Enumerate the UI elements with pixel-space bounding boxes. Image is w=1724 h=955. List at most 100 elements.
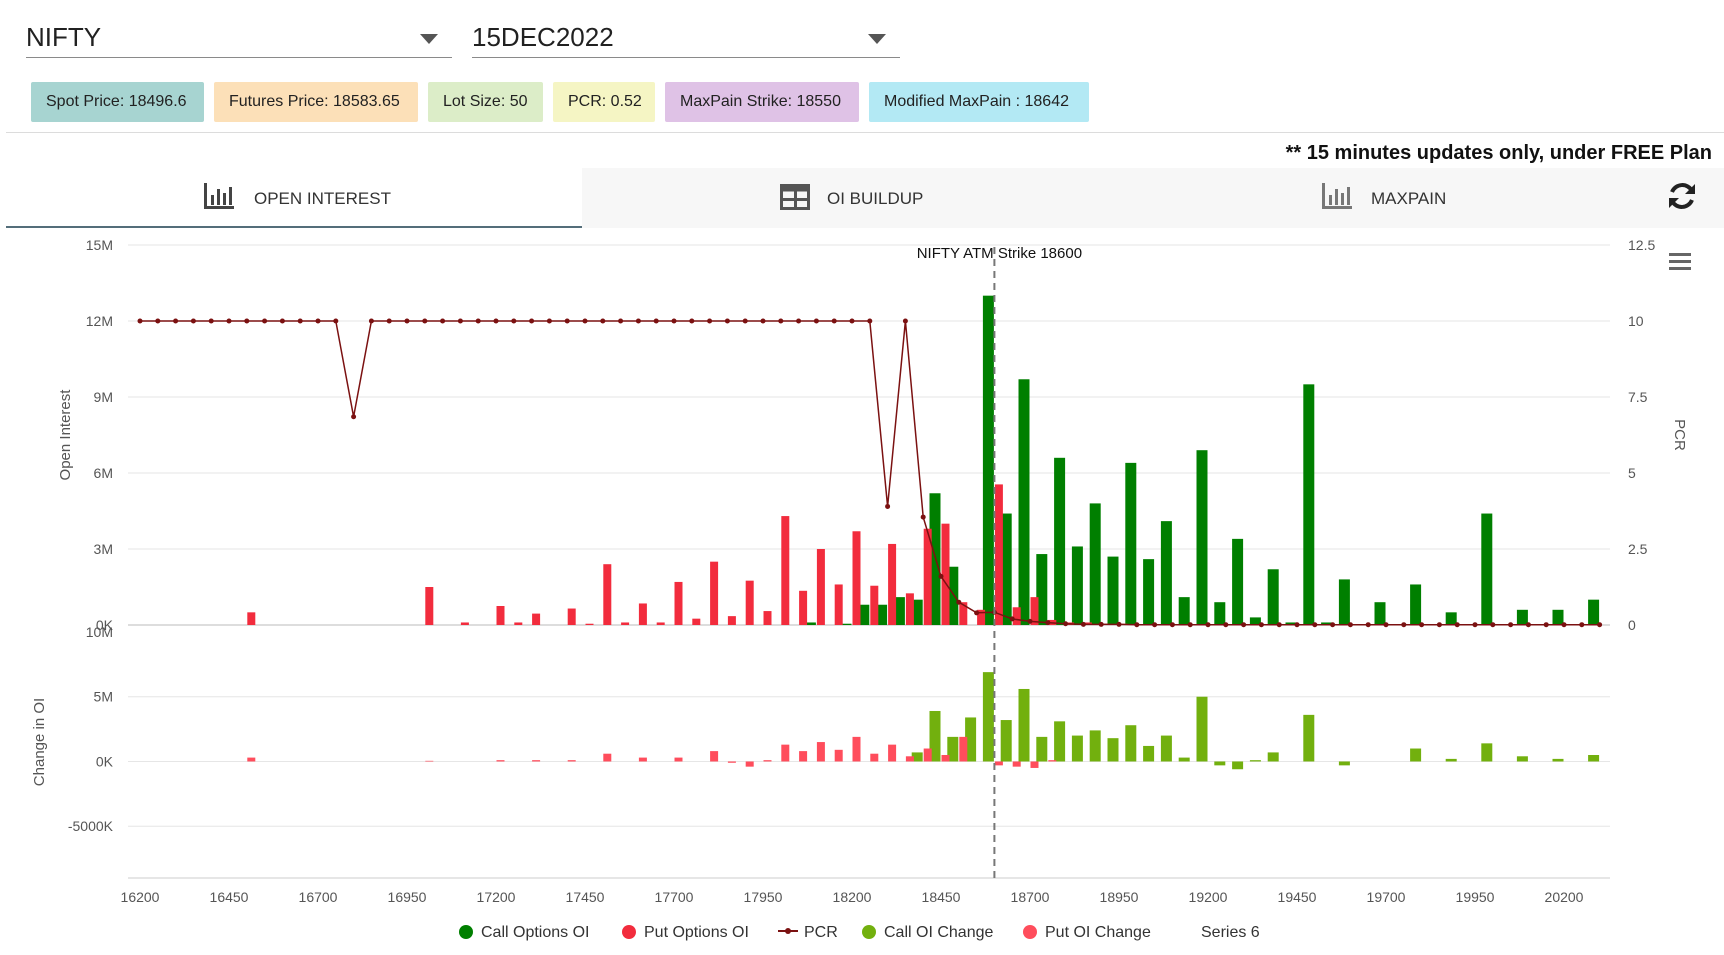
put-oi-change-bar	[888, 744, 897, 762]
pcr-point	[849, 318, 855, 324]
pcr-point	[351, 414, 357, 420]
expiry-select[interactable]: 15DEC2022	[472, 14, 900, 58]
put-oi-change-bar	[638, 757, 647, 762]
pcr-point	[1525, 622, 1531, 628]
legend-pcr[interactable]: PCR	[778, 924, 838, 942]
y2-tick-label: 12.5	[1628, 237, 1655, 253]
call-oi-change-bar	[1267, 752, 1279, 762]
pcr-point	[1294, 622, 1300, 628]
x-tick-label: 17450	[566, 889, 605, 905]
legend-series-6[interactable]: Series 6	[1201, 924, 1260, 942]
y-tick-label: 15M	[86, 237, 113, 253]
put-oi-bar	[585, 623, 594, 625]
put-oi-bar	[532, 613, 541, 625]
tab-open-interest[interactable]: OPEN INTEREST	[6, 168, 582, 228]
put-oi-bar	[638, 603, 647, 625]
pcr-point	[475, 318, 481, 324]
pcr-point	[1312, 622, 1318, 628]
pcr-point	[1045, 620, 1051, 626]
put-oi-bar	[816, 549, 825, 625]
put-oi-bar	[656, 622, 665, 625]
x-tick-label: 19450	[1278, 889, 1317, 905]
pcr-point	[529, 318, 535, 324]
pcr-point	[546, 318, 552, 324]
refresh-icon[interactable]	[1666, 180, 1698, 212]
pcr-point	[671, 318, 677, 324]
put-oi-change-bar	[905, 756, 914, 762]
pcr-point	[707, 318, 713, 324]
pcr-point	[422, 318, 428, 324]
call-oi-bar	[1267, 569, 1279, 625]
y-tick-label: 0K	[96, 753, 114, 769]
legend-call-oi-change[interactable]: Call OI Change	[862, 924, 993, 942]
call-oi-bar	[1089, 503, 1101, 625]
y2-tick-label: 5	[1628, 465, 1636, 481]
pcr-point	[1472, 622, 1478, 628]
y-tick-label: 0K	[96, 617, 114, 633]
put-oi-bar	[247, 612, 256, 625]
pcr-point	[262, 318, 268, 324]
call-oi-change-bar	[929, 710, 941, 762]
x-tick-label: 17200	[477, 889, 516, 905]
call-oi-bar	[840, 623, 852, 625]
legend-label: Call OI Change	[884, 924, 994, 941]
call-oi-change-bar	[1410, 748, 1422, 762]
call-oi-bar	[876, 604, 888, 625]
pcr-point	[920, 514, 926, 520]
pcr-point	[1187, 622, 1193, 628]
call-oi-change-bar	[1214, 761, 1226, 766]
call-oi-bar	[1143, 559, 1155, 625]
bar-chart-icon	[204, 183, 234, 209]
call-oi-bar	[911, 599, 923, 625]
y-tick-label: 10M	[86, 624, 113, 640]
tab-oi-buildup[interactable]: OI BUILDUP	[582, 168, 1154, 228]
modified-maxpain-badge: Modified MaxPain : 18642	[869, 82, 1089, 122]
call-oi-bar	[1249, 617, 1261, 625]
pcr-point	[1063, 621, 1069, 627]
y-tick-label: -5000K	[68, 818, 114, 834]
pcr-point	[493, 318, 499, 324]
legend-marker	[862, 925, 876, 939]
call-oi-bar	[1303, 384, 1315, 625]
call-oi-change-bar	[1232, 761, 1244, 770]
call-oi-bar	[1125, 462, 1137, 625]
pcr-point	[1490, 622, 1496, 628]
legend-put-oi[interactable]: Put Options OI	[622, 924, 749, 942]
call-oi-bar	[1160, 521, 1172, 625]
call-oi-bar	[1374, 602, 1386, 625]
legend-put-oi-change[interactable]: Put OI Change	[1023, 924, 1151, 942]
legend-call-oi[interactable]: Call Options OI	[459, 924, 589, 942]
pcr-point	[956, 599, 962, 605]
put-oi-bar	[460, 622, 469, 625]
call-oi-bar	[1516, 609, 1528, 625]
legend-marker	[778, 928, 798, 934]
put-oi-change-bar	[247, 757, 256, 762]
pcr-point	[760, 318, 766, 324]
call-oi-bar	[1107, 556, 1119, 625]
put-oi-change-bar	[959, 736, 968, 762]
x-tick-label: 16200	[121, 889, 160, 905]
pcr-point	[974, 610, 980, 616]
put-oi-change-bar	[834, 749, 843, 762]
put-oi-bar	[621, 622, 630, 625]
pcr-point	[208, 318, 214, 324]
pcr-point	[137, 318, 143, 324]
call-oi-change-bar	[1178, 757, 1190, 762]
pcr-point	[582, 318, 588, 324]
put-oi-change-bar	[816, 742, 825, 762]
put-oi-change-bar	[781, 744, 790, 762]
x-tick-label: 18450	[922, 889, 961, 905]
pcr-point	[600, 318, 606, 324]
pcr-point	[511, 318, 517, 324]
y-axis-title: Open Interest	[57, 389, 74, 481]
legend-label: PCR	[804, 924, 838, 941]
put-oi-change-bar	[603, 753, 612, 762]
pcr-point	[457, 318, 463, 324]
put-oi-bar	[941, 523, 950, 625]
call-oi-change-bar	[1160, 735, 1172, 762]
symbol-select[interactable]: NIFTY	[26, 14, 452, 58]
chart-menu-icon[interactable]	[1669, 253, 1691, 274]
tab-maxpain[interactable]: MAXPAIN	[1154, 168, 1654, 228]
pcr-point	[1098, 621, 1104, 627]
call-oi-change-bar	[1143, 745, 1155, 762]
